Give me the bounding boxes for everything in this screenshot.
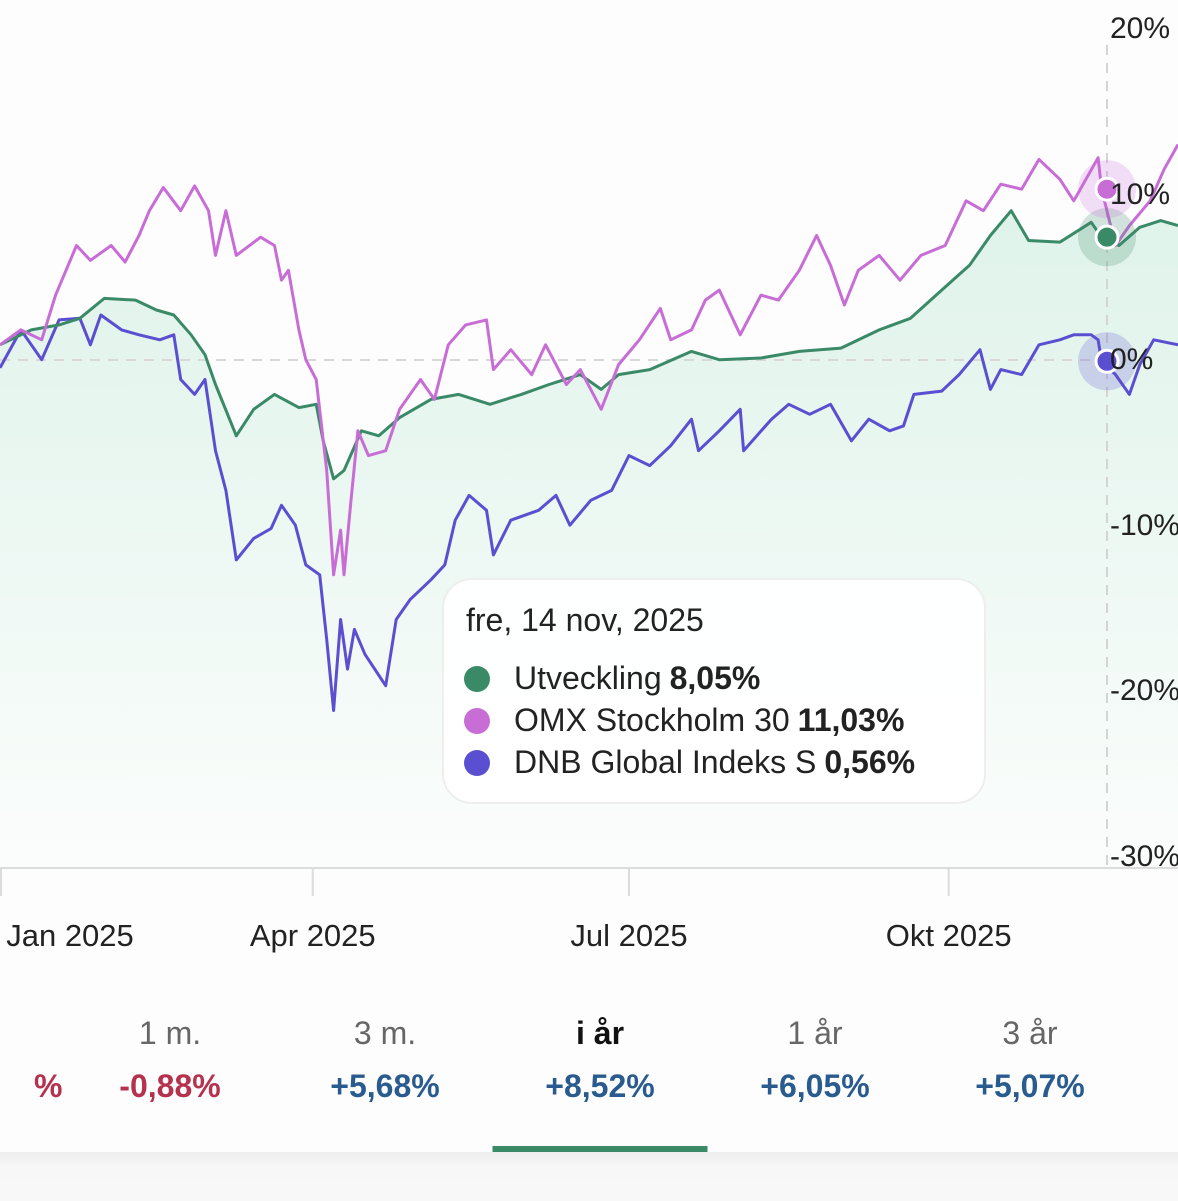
dnb-marker <box>1094 348 1120 374</box>
tab-value: -0,88% <box>119 1068 221 1104</box>
tooltip-series-name: OMX Stockholm 30 <box>514 702 790 738</box>
y-tick-label: 0% <box>1110 343 1154 376</box>
omx-marker <box>1094 176 1120 202</box>
tab-value: % <box>34 1068 63 1104</box>
tooltip-series-value: 8,05% <box>669 660 761 696</box>
tab-partial[interactable]: % <box>0 995 63 1152</box>
tab-1m[interactable]: 1 m. -0,88% <box>63 995 278 1152</box>
tab-value: +6,05% <box>760 1068 870 1104</box>
y-tick-label: 10% <box>1110 177 1171 211</box>
y-tick-label: -20% <box>1110 674 1178 707</box>
tab-i-ar[interactable]: i år +8,52% <box>492 995 708 1152</box>
x-tick-label: Jul 2025 <box>570 918 688 953</box>
tooltip-series-value: 0,56% <box>824 744 916 780</box>
x-tick-label: Okt 2025 <box>885 918 1012 953</box>
tab-label: 3 m. <box>353 1015 417 1051</box>
tooltip-date: fre, 14 nov, 2025 <box>466 602 704 638</box>
tab-value: +8,52% <box>545 1068 655 1104</box>
dnb-line <box>0 313 1178 712</box>
utveckling-line <box>0 209 1178 481</box>
tab-label: 1 år <box>787 1015 843 1051</box>
y-tick-label: -10% <box>1110 508 1178 542</box>
chart-tooltip: fre, 14 nov, 2025 Utveckling 8,05% OMX S… <box>442 578 986 804</box>
tab-value: +5,07% <box>975 1068 1085 1104</box>
active-tab-indicator <box>492 1146 708 1152</box>
tab-value: +5,68% <box>330 1068 440 1104</box>
tooltip-series-name: Utveckling <box>514 660 662 696</box>
x-tick-label: Jan 2025 <box>6 918 134 953</box>
period-tabs: % 1 m. -0,88% 3 m. +5,68% i år +8,52% 1 … <box>0 995 1178 1152</box>
tooltip-row-omx: OMX Stockholm 30 11,03% <box>464 702 904 739</box>
tooltip-series-value: 11,03% <box>797 702 905 738</box>
tooltip-row-utveckling: Utveckling 8,05% <box>464 660 760 697</box>
tab-3-ar[interactable]: 3 år +5,07% <box>923 995 1138 1152</box>
tab-3m[interactable]: 3 m. +5,68% <box>278 995 493 1152</box>
utveckling-marker <box>1094 224 1120 250</box>
y-tick-label: -30% <box>1110 839 1178 873</box>
tab-label: 3 år <box>1002 1015 1058 1051</box>
x-tick-label: Apr 2025 <box>249 918 376 953</box>
omx-dot-icon <box>464 707 490 734</box>
tab-label: 1 m. <box>138 1015 202 1051</box>
omx-line <box>0 143 1178 577</box>
tooltip-row-dnb: DNB Global Indeks S 0,56% <box>464 744 915 781</box>
utveckling-dot-icon <box>464 665 490 692</box>
dnb-dot-icon <box>464 749 490 776</box>
tooltip-series-name: DNB Global Indeks S <box>514 744 817 780</box>
tab-1-ar[interactable]: 1 år +6,05% <box>708 995 923 1152</box>
tab-label: i år <box>575 1015 625 1051</box>
footer-shadow <box>0 1152 1178 1201</box>
y-tick-label: 20% <box>1110 12 1171 45</box>
